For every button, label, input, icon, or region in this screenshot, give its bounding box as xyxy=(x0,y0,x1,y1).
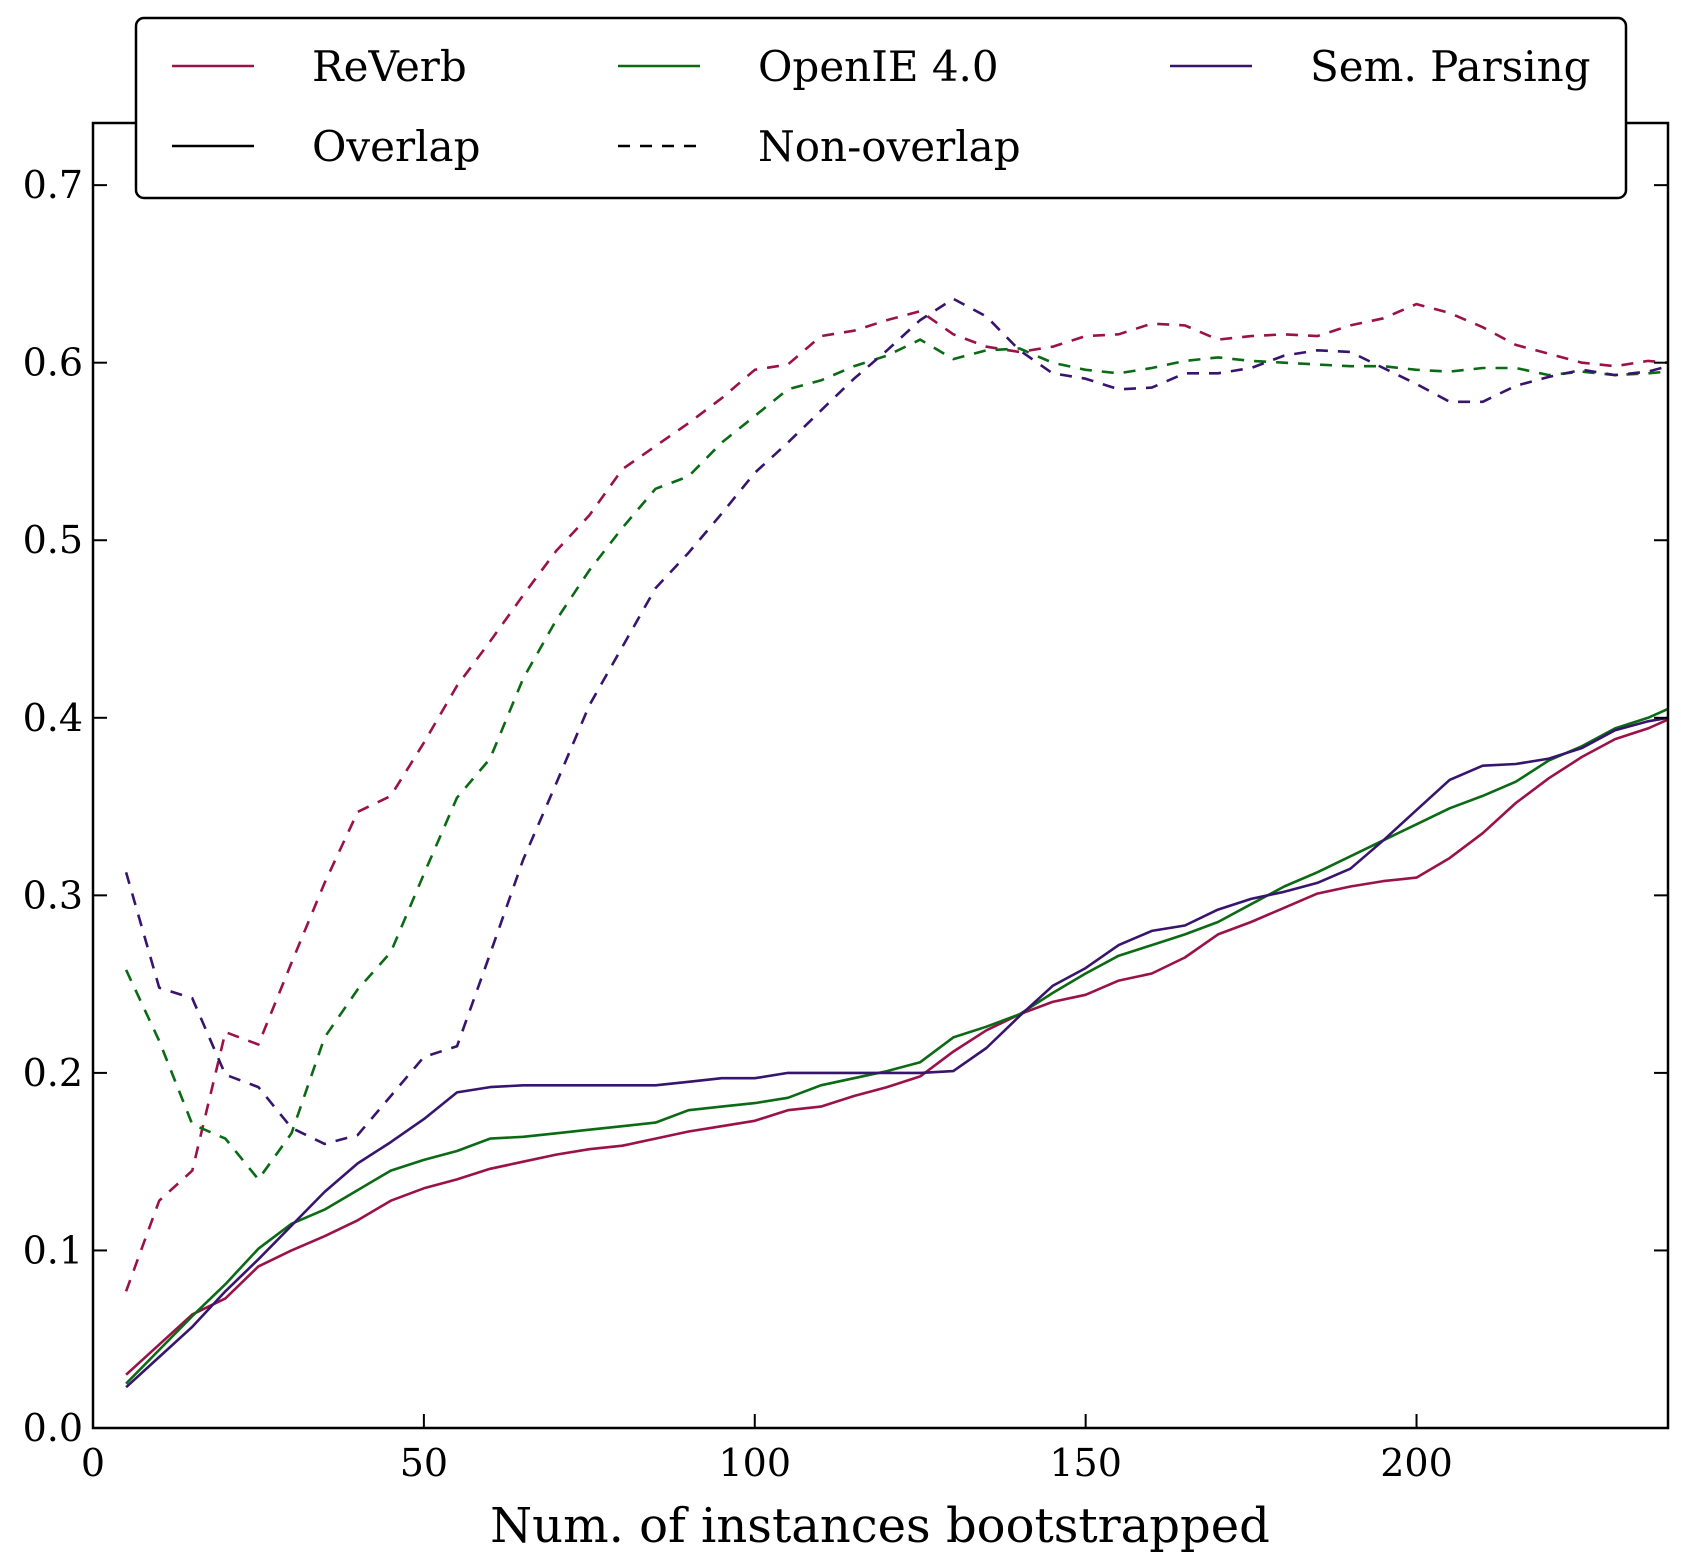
y-tick-label: 0.4 xyxy=(23,696,83,740)
y-tick-label: 0.5 xyxy=(23,518,83,562)
series-line-sem-parsing-overlap xyxy=(125,716,1669,1389)
series-line-sem-parsing-non-overlap xyxy=(124,297,1669,1146)
legend-label: Overlap xyxy=(312,122,480,171)
legend-items: ReVerb OpenIE 4.0 Sem. Parsing Overlap Non-o… xyxy=(172,42,1591,171)
legend: ReVerb OpenIE 4.0 Sem. Parsing Overlap Non-o… xyxy=(134,16,1628,200)
series-layer xyxy=(124,297,1669,1389)
y-tick-label: 0.6 xyxy=(23,341,83,385)
series-line-openie-4-0-overlap xyxy=(125,707,1669,1385)
legend-label: Non-overlap xyxy=(758,122,1021,171)
y-tick-label: 0.1 xyxy=(23,1228,83,1272)
series-line-reverb-overlap xyxy=(125,718,1669,1376)
legend-label: OpenIE 4.0 xyxy=(758,42,999,91)
legend-label: ReVerb xyxy=(312,42,467,91)
legend-box xyxy=(134,16,1628,200)
x-tick-label: 100 xyxy=(718,1441,791,1485)
x-tick-label: 0 xyxy=(81,1441,105,1485)
y-tick-label: 0.7 xyxy=(23,163,83,207)
series-line-reverb-non-overlap xyxy=(124,302,1669,1292)
ticks-layer: 0 50 100 150 200 0.0 0.1 0.2 0.3 0.4 0.5 0.6 0.7 xyxy=(23,123,1668,1485)
x-tick-label: 150 xyxy=(1049,1441,1122,1485)
series-line-openie-4-0-non-overlap xyxy=(124,338,1669,1181)
y-tick-label: 0.0 xyxy=(23,1406,83,1450)
x-axis-label: Num. of instances bootstrapped xyxy=(490,1498,1270,1554)
legend-label: Sem. Parsing xyxy=(1310,42,1591,91)
x-tick-label: 200 xyxy=(1380,1441,1453,1485)
y-tick-label: 0.3 xyxy=(23,873,83,917)
x-tick-label: 50 xyxy=(400,1441,448,1485)
y-tick-label: 0.2 xyxy=(23,1051,83,1095)
